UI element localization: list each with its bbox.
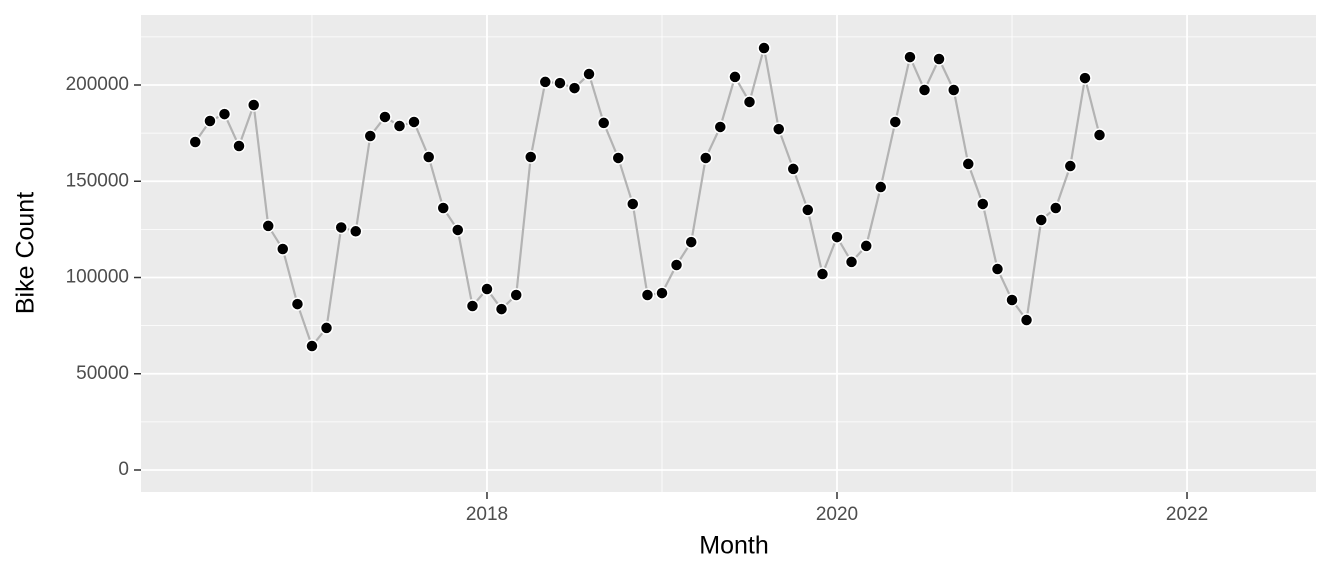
data-point xyxy=(276,242,290,256)
data-point xyxy=(976,197,990,211)
data-point xyxy=(1092,128,1107,142)
data-point xyxy=(596,116,611,130)
data-point xyxy=(523,150,538,164)
data-point xyxy=(728,70,742,84)
data-point xyxy=(655,286,669,300)
y-tick-label: 100000 xyxy=(66,267,129,288)
data-point xyxy=(946,83,961,97)
data-point xyxy=(348,224,363,239)
data-point xyxy=(932,52,946,66)
data-point xyxy=(1034,213,1048,227)
data-point xyxy=(334,220,348,235)
data-point xyxy=(771,122,786,136)
grid xyxy=(141,15,1316,492)
data-point xyxy=(363,129,378,143)
data-point xyxy=(421,150,436,164)
data-point xyxy=(640,288,655,302)
data-point xyxy=(801,203,815,217)
data-point xyxy=(961,157,976,171)
x-tick-label: 2020 xyxy=(816,504,858,525)
plot-panel xyxy=(141,15,1316,492)
data-point xyxy=(494,302,509,316)
data-point xyxy=(888,115,903,129)
y-axis-title: Bike Count xyxy=(12,192,40,314)
data-point xyxy=(392,119,407,133)
data-point xyxy=(203,114,217,128)
data-point xyxy=(261,219,275,233)
data-point xyxy=(874,180,888,194)
y-tick-label: 200000 xyxy=(66,74,129,95)
data-point xyxy=(698,151,713,165)
data-point xyxy=(290,297,305,311)
data-point xyxy=(742,95,757,109)
data-point xyxy=(217,107,232,121)
data-point xyxy=(626,197,640,211)
data-point xyxy=(611,151,625,165)
data-point xyxy=(990,262,1005,276)
data-point xyxy=(567,81,582,95)
data-point xyxy=(378,110,392,124)
data-point xyxy=(246,98,261,112)
data-point xyxy=(669,258,684,272)
data-point xyxy=(757,41,771,55)
y-tick-label: 0 xyxy=(118,459,129,480)
data-point xyxy=(1005,293,1019,307)
data-point xyxy=(319,321,334,335)
marks xyxy=(188,41,1107,353)
data-point xyxy=(1063,159,1078,173)
data-point xyxy=(859,239,873,253)
data-point xyxy=(305,339,319,353)
data-point xyxy=(684,235,698,249)
data-point xyxy=(903,50,917,64)
data-point xyxy=(1019,313,1034,327)
data-point xyxy=(713,120,728,134)
data-point xyxy=(188,135,203,149)
data-point xyxy=(436,201,450,215)
x-axis-title: Month xyxy=(699,532,768,560)
data-point xyxy=(582,67,596,81)
data-point xyxy=(232,139,246,153)
data-point xyxy=(917,83,932,97)
data-point xyxy=(786,162,801,176)
data-point xyxy=(407,115,421,129)
data-point xyxy=(509,288,523,302)
y-tick-label: 150000 xyxy=(66,170,129,191)
data-point xyxy=(480,282,494,296)
x-tick-label: 2022 xyxy=(1166,504,1208,525)
data-point xyxy=(830,230,844,244)
data-point xyxy=(465,299,480,313)
y-tick-label: 50000 xyxy=(76,363,129,384)
data-point xyxy=(1078,71,1092,85)
data-point xyxy=(451,223,465,237)
data-point xyxy=(815,267,830,281)
data-point xyxy=(844,255,859,269)
x-tick-label: 2018 xyxy=(466,504,508,525)
data-point xyxy=(1049,201,1063,215)
data-point xyxy=(538,75,553,89)
data-point xyxy=(553,76,567,90)
